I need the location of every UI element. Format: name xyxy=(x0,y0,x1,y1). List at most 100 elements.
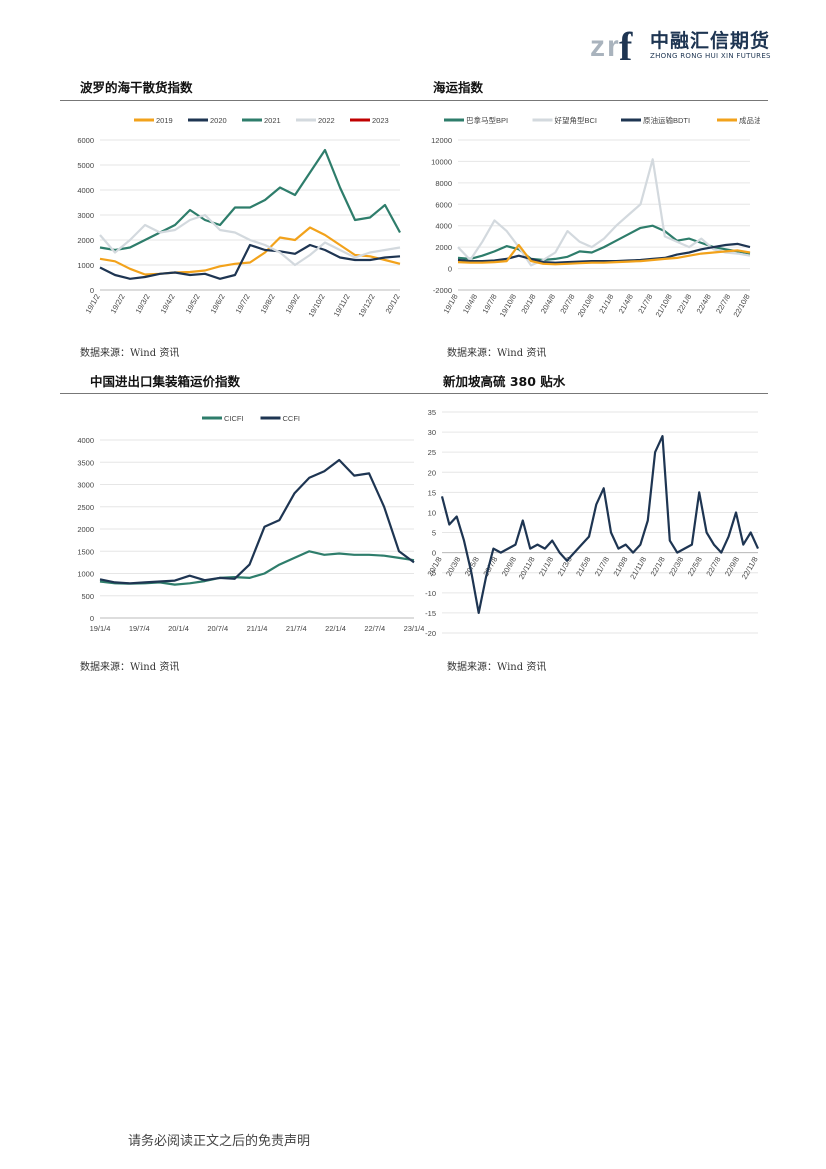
y-tick-label: 6000 xyxy=(435,200,452,209)
x-tick-label: 22/1/8 xyxy=(649,555,667,578)
legend-label: 原油运输BDTI xyxy=(643,115,690,125)
y-tick-label: 2000 xyxy=(77,236,94,245)
y-tick-label: 0 xyxy=(90,614,94,623)
x-tick-label: 19/7/8 xyxy=(480,293,498,316)
x-tick-label: 22/1/8 xyxy=(675,293,693,316)
y-tick-label: 0 xyxy=(448,265,452,274)
x-tick-label: 21/7/4 xyxy=(286,624,307,633)
y-tick-label: 0 xyxy=(90,286,94,295)
x-tick-label: 20/4/8 xyxy=(539,293,557,316)
y-tick-label: 4000 xyxy=(435,222,452,231)
x-tick-label: 19/4/2 xyxy=(159,293,177,316)
legend-label: 2021 xyxy=(264,116,281,125)
x-tick-label: 22/5/8 xyxy=(686,555,704,578)
container-source-note: 数据来源：Wind 资讯 xyxy=(80,662,180,673)
svg-text:r: r xyxy=(607,30,619,63)
y-tick-label: -20 xyxy=(425,629,436,638)
fuel-section-title: 新加坡高硫 380 贴水 xyxy=(443,374,566,389)
x-tick-label: 19/5/2 xyxy=(184,293,202,316)
y-tick-label: 30 xyxy=(428,428,436,437)
x-tick-label: 22/7/4 xyxy=(364,624,385,633)
x-tick-label: 23/1/4 xyxy=(404,624,424,633)
x-tick-label: 20/1/4 xyxy=(168,624,189,633)
y-tick-label: 4000 xyxy=(77,186,94,195)
series-line xyxy=(99,458,415,585)
x-tick-label: 21/1/4 xyxy=(247,624,268,633)
x-tick-label: 21/7/8 xyxy=(636,293,654,316)
x-tick-label: 21/1/8 xyxy=(537,555,555,578)
x-tick-label: 22/3/8 xyxy=(667,555,685,578)
x-tick-label: 20/7/4 xyxy=(207,624,228,633)
y-tick-label: 500 xyxy=(81,592,94,601)
y-tick-label: 10000 xyxy=(431,157,452,166)
x-tick-label: 19/8/2 xyxy=(259,293,277,316)
y-tick-label: -10 xyxy=(425,589,436,598)
x-tick-label: 21/1/8 xyxy=(597,293,615,316)
y-tick-label: 5 xyxy=(432,529,436,538)
x-tick-label: 22/7/8 xyxy=(714,293,732,316)
y-tick-label: -15 xyxy=(425,609,436,618)
y-tick-label: -5 xyxy=(429,569,436,578)
x-tick-label: 22/7/8 xyxy=(704,555,722,578)
x-tick-label: 22/11/8 xyxy=(740,555,760,581)
y-tick-label: 15 xyxy=(428,488,436,497)
svg-text:z: z xyxy=(590,30,605,63)
x-tick-label: 22/1/4 xyxy=(325,624,346,633)
svg-text:f: f xyxy=(619,24,633,66)
y-tick-label: 3000 xyxy=(77,481,94,490)
y-tick-label: -2000 xyxy=(433,286,452,295)
legend-label: CICFI xyxy=(224,414,244,423)
x-tick-label: 19/10/2 xyxy=(306,293,326,319)
legend-label: 2019 xyxy=(156,116,173,125)
y-tick-label: 25 xyxy=(428,448,436,457)
logo-company-name: 中融汇信期货 xyxy=(650,30,771,52)
legend-label: 成品油运输BCTI xyxy=(739,115,760,125)
x-tick-label: 20/1/8 xyxy=(426,555,444,578)
y-tick-label: 2000 xyxy=(435,243,452,252)
y-tick-label: 1500 xyxy=(77,547,94,556)
y-tick-label: 8000 xyxy=(435,179,452,188)
bdi-section-title: 波罗的海干散货指数 xyxy=(80,80,193,95)
series-line xyxy=(457,243,751,266)
legend-label: CCFI xyxy=(283,414,301,423)
x-tick-label: 21/11/8 xyxy=(628,555,648,581)
x-tick-label: 19/11/2 xyxy=(332,293,352,319)
company-logo: z r f 中融汇信期货 ZHONG RONG HUI XIN FUTURES xyxy=(588,22,778,66)
y-tick-label: 10 xyxy=(428,508,436,517)
x-tick-label: 21/9/8 xyxy=(611,555,629,578)
x-tick-label: 19/6/2 xyxy=(209,293,227,316)
x-tick-label: 19/2/2 xyxy=(109,293,127,316)
series-line xyxy=(99,213,401,267)
series-line xyxy=(99,243,401,280)
x-tick-label: 20/10/8 xyxy=(576,293,596,319)
bdi-source-note: 数据来源：Wind 资讯 xyxy=(80,348,180,359)
x-tick-label: 19/1/8 xyxy=(442,293,460,316)
legend-label: 2023 xyxy=(372,116,389,125)
x-tick-label: 22/4/8 xyxy=(695,293,713,316)
x-tick-label: 19/12/2 xyxy=(356,293,376,319)
shipping-source-note: 数据来源：Wind 资讯 xyxy=(447,348,547,359)
x-tick-label: 20/11/8 xyxy=(517,555,537,581)
x-tick-label: 19/7/4 xyxy=(129,624,150,633)
y-tick-label: 1000 xyxy=(77,261,94,270)
y-tick-label: 3000 xyxy=(77,211,94,220)
x-tick-label: 22/10/8 xyxy=(731,293,751,319)
y-tick-label: 2500 xyxy=(77,503,94,512)
series-line xyxy=(99,550,415,586)
series-line xyxy=(457,242,751,264)
legend-label: 巴拿马型BPI xyxy=(466,115,508,125)
x-tick-label: 19/10/8 xyxy=(498,293,518,319)
y-tick-label: 3500 xyxy=(77,458,94,467)
disclaimer-footer: 请务必阅读正文之后的免责声明 xyxy=(128,1134,311,1149)
y-tick-label: 35 xyxy=(428,408,436,417)
series-line xyxy=(99,148,401,252)
legend-label: 2022 xyxy=(318,116,335,125)
x-tick-label: 21/4/8 xyxy=(617,293,635,316)
x-tick-label: 21/10/8 xyxy=(654,293,674,319)
legend-label: 2020 xyxy=(210,116,227,125)
x-tick-label: 20/1/8 xyxy=(519,293,537,316)
x-tick-label: 19/1/4 xyxy=(90,624,111,633)
y-tick-label: 5000 xyxy=(77,161,94,170)
section-divider xyxy=(60,393,768,394)
